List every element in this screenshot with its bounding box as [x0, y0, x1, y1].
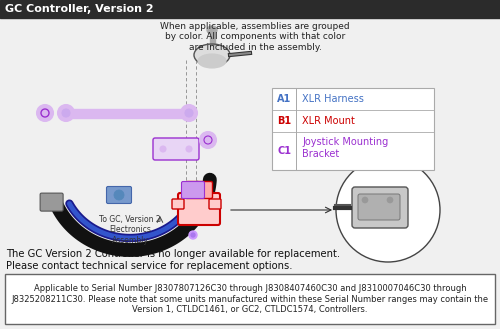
Bar — [5, 274, 495, 324]
Text: A1: A1 — [277, 94, 291, 104]
Text: C1: C1 — [277, 146, 291, 156]
FancyBboxPatch shape — [106, 187, 132, 204]
FancyBboxPatch shape — [172, 199, 184, 209]
Ellipse shape — [207, 26, 217, 34]
Ellipse shape — [194, 44, 230, 66]
Circle shape — [200, 132, 216, 148]
Circle shape — [336, 158, 440, 262]
Circle shape — [62, 109, 70, 117]
Text: When applicable, assemblies are grouped
by color. All components with that color: When applicable, assemblies are grouped … — [160, 22, 350, 52]
FancyBboxPatch shape — [358, 194, 400, 220]
Circle shape — [362, 197, 368, 203]
Circle shape — [58, 105, 74, 121]
Ellipse shape — [198, 54, 226, 68]
Bar — [70, 109, 185, 118]
FancyBboxPatch shape — [209, 199, 221, 209]
Text: GC Controller, Version 2: GC Controller, Version 2 — [5, 4, 154, 14]
Circle shape — [114, 190, 124, 200]
FancyBboxPatch shape — [153, 138, 199, 160]
Text: Joystick Mounting: Joystick Mounting — [302, 137, 388, 147]
Circle shape — [181, 105, 197, 121]
Bar — [272, 88, 434, 170]
Text: The GC Version 2 Controller is no longer available for replacement.: The GC Version 2 Controller is no longer… — [6, 249, 340, 259]
Circle shape — [37, 105, 53, 121]
Text: Bracket: Bracket — [302, 149, 339, 159]
FancyBboxPatch shape — [186, 182, 212, 198]
Circle shape — [189, 231, 197, 239]
FancyBboxPatch shape — [40, 193, 63, 211]
Text: To GC, Version 2
Electronics
Assembly: To GC, Version 2 Electronics Assembly — [99, 215, 161, 245]
Text: XLR Harness: XLR Harness — [302, 94, 364, 104]
FancyBboxPatch shape — [352, 187, 408, 228]
Text: Applicable to Serial Number J8307807126C30 through J8308407460C30 and J831000704: Applicable to Serial Number J8307807126C… — [12, 284, 488, 314]
Circle shape — [387, 197, 393, 203]
FancyBboxPatch shape — [182, 182, 204, 198]
Circle shape — [160, 146, 166, 152]
Circle shape — [186, 146, 192, 152]
Bar — [0, 0, 500, 18]
Circle shape — [191, 233, 195, 237]
Text: XLR Mount: XLR Mount — [302, 116, 355, 126]
FancyBboxPatch shape — [178, 193, 220, 225]
Text: B1: B1 — [277, 116, 291, 126]
Circle shape — [185, 109, 193, 117]
Bar — [210, 33, 214, 45]
Text: Please contact technical service for replacement options.: Please contact technical service for rep… — [6, 261, 292, 271]
